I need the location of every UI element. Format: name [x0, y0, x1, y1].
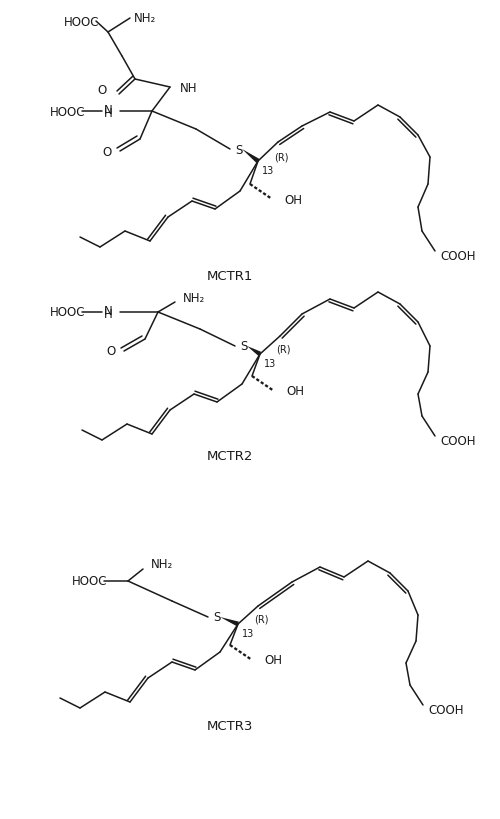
Text: 13: 13: [262, 165, 274, 176]
Text: N: N: [104, 305, 112, 318]
Text: (R): (R): [276, 345, 290, 355]
Text: OH: OH: [286, 385, 304, 398]
Text: S: S: [240, 340, 248, 353]
Polygon shape: [220, 618, 239, 627]
Text: COOH: COOH: [428, 704, 464, 717]
Text: MCTR3: MCTR3: [207, 720, 253, 733]
Text: NH₂: NH₂: [183, 291, 206, 304]
Text: OH: OH: [264, 654, 282, 667]
Polygon shape: [247, 346, 262, 357]
Text: HOOC: HOOC: [72, 575, 108, 588]
Text: NH: NH: [180, 81, 198, 94]
Text: 13: 13: [264, 359, 276, 369]
Text: MCTR2: MCTR2: [207, 450, 253, 463]
Text: OH: OH: [284, 193, 302, 206]
Text: HOOC: HOOC: [50, 306, 86, 319]
Text: HOOC: HOOC: [50, 106, 86, 119]
Text: S: S: [213, 611, 220, 624]
Text: NH₂: NH₂: [151, 558, 174, 571]
Text: N: N: [104, 104, 112, 117]
Text: O: O: [107, 345, 116, 358]
Text: (R): (R): [274, 152, 288, 162]
Text: COOH: COOH: [440, 250, 476, 263]
Polygon shape: [242, 150, 260, 164]
Text: O: O: [103, 145, 112, 158]
Text: O: O: [98, 84, 107, 97]
Text: NH₂: NH₂: [134, 12, 156, 25]
Text: H: H: [104, 308, 112, 320]
Text: HOOC: HOOC: [64, 16, 100, 29]
Text: COOH: COOH: [440, 435, 476, 448]
Text: H: H: [104, 106, 112, 120]
Text: S: S: [235, 143, 242, 156]
Text: 13: 13: [242, 628, 254, 638]
Text: MCTR1: MCTR1: [207, 269, 253, 283]
Text: (R): (R): [254, 614, 268, 624]
